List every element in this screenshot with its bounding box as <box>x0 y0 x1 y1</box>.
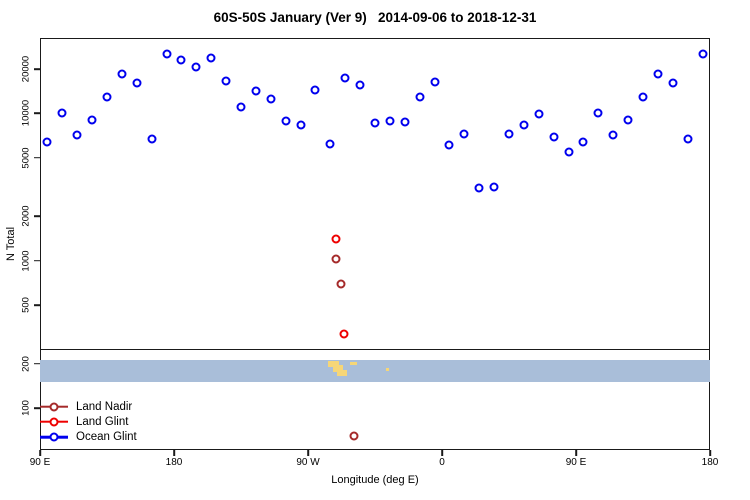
ocean-glint-point <box>549 132 559 142</box>
chart-title: 60S-50S January (Ver 9) 2014-09-06 to 20… <box>213 10 537 25</box>
ocean-glint-point <box>578 137 588 147</box>
ocean-glint-point <box>310 85 320 95</box>
ocean-glint-point <box>638 92 648 102</box>
land-nadir-point <box>336 279 346 289</box>
map-strip-land <box>386 368 390 372</box>
ocean-glint-point <box>87 115 97 125</box>
ocean-glint-point <box>117 69 127 79</box>
legend-marker-circle <box>49 417 59 427</box>
ocean-glint-point <box>653 69 663 79</box>
x-axis-label: Longitude (deg E) <box>331 474 419 486</box>
y-tick-label: 200 <box>20 355 32 372</box>
ocean-glint-point <box>57 108 67 118</box>
ocean-glint-point <box>430 77 440 87</box>
ocean-glint-point <box>608 130 618 140</box>
ocean-glint-point <box>236 102 246 112</box>
y-tick <box>34 407 40 409</box>
ocean-glint-point <box>176 55 186 65</box>
land-nadir-point <box>349 431 359 441</box>
y-tick-label: 5000 <box>20 147 32 169</box>
ocean-glint-point <box>385 116 395 126</box>
x-tick-label: 90 E <box>565 457 587 468</box>
y-tick-label: 2000 <box>20 205 32 227</box>
ocean-glint-point <box>42 137 52 147</box>
x-tick-label: 0 <box>439 457 445 468</box>
y-tick-label: 100 <box>20 400 32 417</box>
x-tick <box>307 450 309 456</box>
ocean-glint-point <box>266 94 276 104</box>
ocean-glint-point <box>147 134 157 144</box>
y-tick-label: 500 <box>20 297 32 314</box>
ocean-glint-point <box>593 108 603 118</box>
legend-label: Ocean Glint <box>76 430 137 443</box>
y-tick-label: 10000 <box>20 100 32 127</box>
ocean-glint-point <box>206 53 216 63</box>
x-tick <box>173 450 175 456</box>
ocean-glint-point <box>325 139 335 149</box>
land-glint-point <box>339 329 349 339</box>
x-tick <box>575 450 577 456</box>
y-tick <box>34 112 40 115</box>
ocean-glint-point <box>340 73 350 83</box>
x-tick-label: 90 W <box>296 457 320 468</box>
ocean-glint-point <box>221 76 231 86</box>
ocean-glint-point <box>72 130 82 140</box>
ocean-glint-point <box>444 140 454 150</box>
ocean-glint-point <box>623 115 633 125</box>
ocean-glint-point <box>251 86 261 96</box>
ocean-glint-point <box>698 49 708 59</box>
ocean-glint-point <box>281 116 291 126</box>
x-tick <box>709 450 711 456</box>
y-tick-label: 20000 <box>20 55 32 83</box>
plot-area <box>40 38 710 450</box>
ocean-glint-point <box>564 147 574 157</box>
x-tick-label: 90 E <box>29 457 51 468</box>
x-tick-label: 180 <box>165 457 183 468</box>
map-strip-land <box>328 361 340 368</box>
x-tick <box>39 450 41 456</box>
legend-marker-circle <box>49 402 59 412</box>
ocean-glint-point <box>162 49 172 59</box>
x-tick <box>441 450 443 456</box>
separator-line <box>40 348 710 351</box>
y-tick <box>34 215 40 218</box>
ocean-glint-point <box>474 183 484 193</box>
legend-label: Land Glint <box>76 415 129 428</box>
ocean-glint-point <box>459 129 469 139</box>
ocean-glint-point <box>415 92 425 102</box>
map-strip-land <box>337 370 347 377</box>
ocean-glint-point <box>489 182 499 192</box>
x-tick-label: 180 <box>701 457 719 468</box>
land-nadir-point <box>331 254 341 264</box>
ocean-glint-point <box>400 117 410 127</box>
ocean-glint-point <box>370 118 380 128</box>
map-strip-ocean <box>40 360 710 383</box>
legend-label: Land Nadir <box>76 400 133 413</box>
y-tick-label: 1000 <box>20 250 32 272</box>
ocean-glint-point <box>102 92 112 102</box>
y-tick <box>34 156 40 159</box>
legend-marker-circle <box>49 432 59 442</box>
y-tick <box>34 68 40 70</box>
y-tick <box>34 304 40 306</box>
ocean-glint-point <box>355 80 365 90</box>
ocean-glint-point <box>504 129 514 139</box>
ocean-glint-point <box>519 120 529 130</box>
ocean-glint-point <box>683 134 693 144</box>
ocean-glint-point <box>132 78 142 88</box>
land-glint-point <box>331 234 341 244</box>
map-strip-land <box>333 365 343 373</box>
map-strip-land <box>349 362 358 366</box>
ocean-glint-point <box>191 62 201 72</box>
ocean-glint-point <box>296 120 306 130</box>
ocean-glint-point <box>534 109 544 119</box>
y-tick <box>34 259 40 262</box>
y-axis-label: N Total <box>5 226 17 262</box>
y-tick <box>34 362 40 365</box>
ocean-glint-point <box>668 78 678 88</box>
